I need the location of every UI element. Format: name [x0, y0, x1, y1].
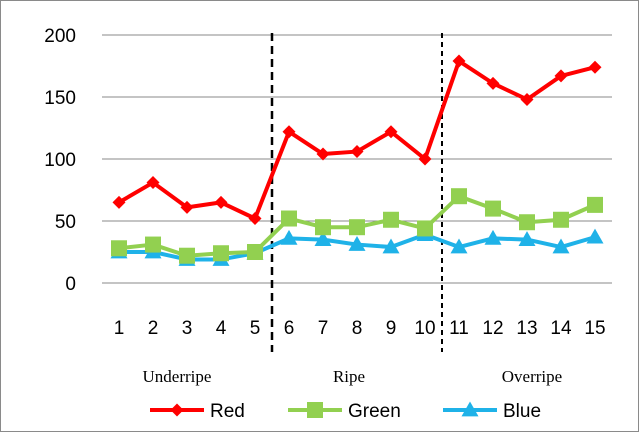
data-point-green: [587, 196, 603, 213]
data-point-blue: [484, 229, 502, 245]
y-tick-label: 150: [44, 88, 76, 109]
data-point-red: [248, 212, 262, 226]
legend-label-green: Green: [348, 401, 401, 422]
data-point-red: [180, 200, 194, 214]
data-point-green: [417, 220, 433, 237]
x-tick-label: 7: [318, 318, 329, 339]
data-point-green: [111, 240, 127, 257]
x-tick-label: 2: [148, 318, 159, 339]
phase-label-underripe: Underripe: [143, 367, 212, 386]
data-point-green: [553, 211, 569, 228]
data-point-green: [383, 211, 399, 228]
x-tick-label: 4: [216, 318, 227, 339]
legend-marker-green: [307, 402, 323, 418]
data-point-red: [350, 145, 364, 159]
legend-item-red: Red: [150, 401, 245, 422]
data-point-red: [452, 54, 466, 68]
data-point-blue: [586, 228, 604, 244]
legend-label-red: Red: [210, 401, 245, 422]
x-tick-label: 8: [352, 318, 363, 339]
data-point-green: [179, 247, 195, 264]
x-tick-label: 12: [482, 318, 503, 339]
phase-label-ripe: Ripe: [333, 367, 365, 386]
data-point-blue: [450, 238, 468, 254]
legend-item-green: Green: [288, 401, 401, 422]
data-point-blue: [348, 236, 366, 251]
y-tick-label: 50: [55, 212, 76, 233]
x-tick-label: 10: [414, 318, 435, 339]
data-point-red: [214, 195, 228, 209]
series-green: [111, 188, 603, 264]
data-point-green: [519, 214, 535, 231]
series-line-red: [117, 59, 596, 221]
data-point-blue: [382, 238, 400, 254]
data-point-red: [112, 195, 126, 209]
legend-label-blue: Blue: [503, 401, 541, 422]
data-point-red: [486, 76, 500, 90]
x-tick-label: 5: [250, 318, 261, 339]
x-tick-label: 3: [182, 318, 193, 339]
y-tick-label: 100: [44, 150, 76, 171]
data-point-red: [588, 60, 602, 74]
data-point-red: [282, 125, 296, 139]
data-point-green: [451, 188, 467, 205]
data-point-green: [315, 219, 331, 236]
data-point-green: [145, 236, 161, 253]
data-point-green: [281, 210, 297, 227]
data-point-red: [554, 69, 568, 83]
series-red: [112, 54, 602, 226]
phase-dividers: [270, 33, 443, 352]
x-tick-label: 14: [550, 318, 572, 339]
data-point-green: [349, 219, 365, 236]
phase-label-overripe: Overripe: [502, 367, 562, 386]
x-tick-label: 13: [516, 318, 537, 339]
x-tick-label: 11: [449, 318, 469, 339]
series-layer: [110, 54, 604, 266]
legend-marker-red: [170, 403, 184, 417]
data-point-blue: [314, 231, 332, 246]
y-tick-label: 200: [44, 26, 76, 47]
data-point-red: [418, 152, 432, 166]
data-point-green: [247, 244, 263, 260]
data-point-red: [146, 176, 160, 190]
x-tick-label: 6: [284, 318, 295, 339]
data-point-red: [520, 92, 534, 106]
data-point-blue: [280, 229, 298, 245]
x-tick-label: 15: [584, 318, 605, 339]
legend-item-blue: Blue: [443, 401, 541, 422]
x-axis-ticks: 1 2 3 4 5 6 7 8 9 10 11 12 13 14 15: [114, 318, 606, 339]
x-tick-label: 1: [114, 318, 125, 339]
y-tick-label: 0: [65, 274, 76, 295]
data-point-blue: [552, 238, 570, 254]
y-axis-ticks: 0 50 100 150 200: [44, 26, 76, 295]
x-tick-label: 9: [386, 318, 397, 339]
data-point-blue: [518, 231, 536, 246]
legend: Red Green Blue: [150, 401, 541, 422]
data-point-green: [485, 200, 501, 217]
legend-marker-blue: [461, 401, 479, 417]
data-point-red: [384, 125, 398, 139]
data-point-green: [213, 245, 229, 262]
data-point-red: [316, 147, 330, 161]
